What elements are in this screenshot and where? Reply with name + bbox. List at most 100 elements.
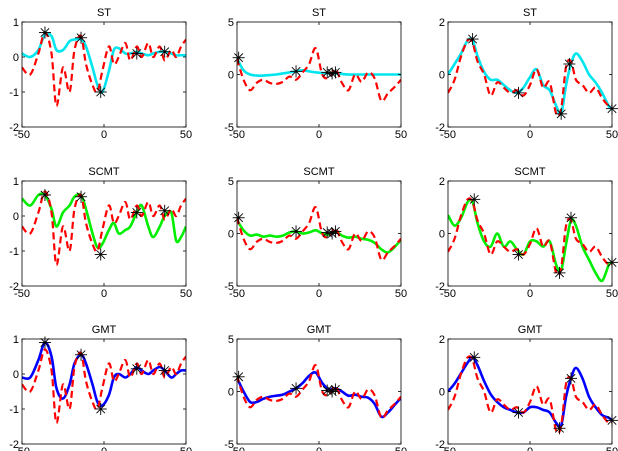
reference-series-line xyxy=(22,31,186,108)
star-marker xyxy=(555,107,568,120)
star-marker xyxy=(38,189,51,201)
star-marker xyxy=(329,383,342,396)
star-marker xyxy=(468,193,481,206)
x-tick-label: 50 xyxy=(180,288,192,300)
subplot-title: GMT xyxy=(92,324,117,336)
y-tick-label: -2 xyxy=(435,122,445,134)
subplot-1: ST -50 0 50 -2 -1 0 1 xyxy=(9,7,192,141)
star-marker xyxy=(466,33,479,46)
star-marker xyxy=(94,403,107,415)
y-tick-label: -5 xyxy=(224,122,234,134)
subplot-title: SCMT xyxy=(514,166,545,178)
x-tick-label: 50 xyxy=(395,288,407,300)
subplot-2: ST-50 0 50-505 xyxy=(224,7,407,141)
reference-series-line xyxy=(448,38,612,118)
reference-series-line xyxy=(237,364,401,420)
star-marker xyxy=(38,336,51,349)
subplot-3: ST -50 0 50 -2 0 2 xyxy=(435,7,618,141)
y-tick-label: 5 xyxy=(228,334,234,346)
subplot-title: ST xyxy=(97,7,111,19)
star-marker xyxy=(130,47,143,60)
estimate-series-line xyxy=(448,198,612,283)
x-tick-label: -50 xyxy=(440,129,456,141)
x-tick-label: 50 xyxy=(180,446,192,451)
star-marker xyxy=(563,58,576,70)
y-tick-label: -5 xyxy=(224,439,234,451)
y-tick-label: -2 xyxy=(9,439,19,451)
x-tick-label: 50 xyxy=(606,129,618,141)
x-tick-label: -50 xyxy=(440,446,456,451)
y-tick-label: -2 xyxy=(9,281,19,293)
star-marker xyxy=(512,248,525,261)
estimate-series-line xyxy=(237,219,401,254)
y-tick-label: -1 xyxy=(9,246,19,258)
y-tick-label: 5 xyxy=(228,17,234,29)
star-marker xyxy=(329,66,342,79)
star-marker xyxy=(94,86,107,98)
subplot-title: ST xyxy=(312,7,326,19)
y-tick-label: 1 xyxy=(13,176,19,188)
reference-series-line xyxy=(448,197,612,277)
subplot-6: SCMT -50 0 50 -2 0 2 xyxy=(435,166,618,300)
x-tick-label: -50 xyxy=(14,446,30,451)
y-tick-label: -2 xyxy=(9,122,19,134)
y-tick-label: 0 xyxy=(439,387,445,399)
x-tick-label: 0 xyxy=(316,129,322,141)
x-tick-label: 0 xyxy=(101,129,107,141)
x-tick-label: -50 xyxy=(229,288,245,300)
x-tick-label: -50 xyxy=(440,288,456,300)
axes-box xyxy=(21,21,187,128)
star-marker xyxy=(290,382,303,395)
star-marker xyxy=(158,364,171,377)
x-tick-label: -50 xyxy=(229,446,245,451)
star-marker xyxy=(158,45,171,58)
subplot-title: GMT xyxy=(307,324,332,336)
y-tick-label: 5 xyxy=(228,176,234,188)
star-marker xyxy=(565,211,577,224)
star-marker xyxy=(326,385,339,398)
y-tick-label: 0 xyxy=(13,52,19,64)
axes-box xyxy=(236,338,402,445)
subplot-title: SCMT xyxy=(88,166,119,178)
reference-series-line xyxy=(448,355,612,435)
y-tick-label: 0 xyxy=(13,369,19,381)
y-tick-label: 0 xyxy=(13,211,19,223)
y-tick-label: -5 xyxy=(224,281,234,293)
x-tick-label: 0 xyxy=(527,446,533,451)
star-marker xyxy=(329,225,342,238)
y-tick-label: -2 xyxy=(435,439,445,451)
y-tick-label: 2 xyxy=(439,17,445,29)
x-tick-label: 50 xyxy=(395,129,407,141)
estimate-series-line xyxy=(237,58,401,77)
y-tick-label: 0 xyxy=(439,229,445,241)
y-tick-label: -2 xyxy=(435,281,445,293)
x-tick-label: 0 xyxy=(527,129,533,141)
y-tick-label: 0 xyxy=(439,70,445,82)
star-marker xyxy=(232,211,245,224)
subplot-title: GMT xyxy=(518,324,543,336)
y-tick-label: 2 xyxy=(439,334,445,346)
x-tick-label: 0 xyxy=(316,288,322,300)
x-tick-label: 50 xyxy=(395,446,407,451)
x-tick-label: -50 xyxy=(14,129,30,141)
x-tick-label: 0 xyxy=(101,446,107,451)
x-tick-label: 0 xyxy=(101,288,107,300)
estimate-series-line xyxy=(448,37,612,117)
x-tick-label: -50 xyxy=(229,129,245,141)
star-marker xyxy=(38,26,51,39)
reference-series-line xyxy=(237,47,401,103)
y-tick-label: 1 xyxy=(13,334,19,346)
estimate-series-line xyxy=(237,371,401,419)
subplot-7: GMT -50 0 50 -2 -1 0 1 xyxy=(9,324,192,451)
axes-box xyxy=(447,180,613,287)
star-marker xyxy=(512,406,525,419)
subplot-5: SCMT-50 0 50-505 xyxy=(224,166,407,300)
star-marker xyxy=(553,422,566,435)
star-marker xyxy=(565,372,577,385)
axes-box xyxy=(236,180,402,287)
subplot-title: ST xyxy=(523,7,537,19)
star-marker xyxy=(512,86,525,99)
subplot-9: GMT -50 0 50 -2 0 2 xyxy=(435,324,618,451)
